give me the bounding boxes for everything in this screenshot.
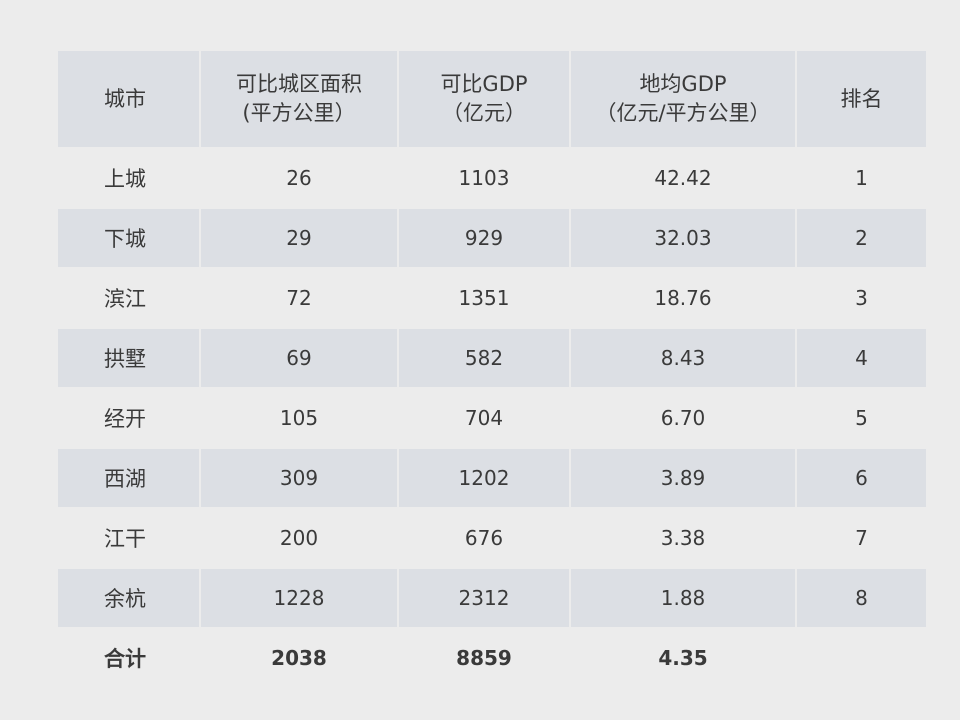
gdp-density-table: 城市 可比城区面积 (平方公里） 可比GDP （亿元） 地均GDP （亿元/平方…: [58, 51, 926, 687]
total-area: 2038: [201, 627, 399, 687]
density-cell: 42.42: [571, 147, 797, 207]
header-density: 地均GDP （亿元/平方公里）: [571, 51, 797, 147]
rank-cell: 1: [797, 147, 926, 207]
total-rank: [797, 627, 926, 687]
density-cell: 3.89: [571, 447, 797, 507]
rank-cell: 2: [797, 207, 926, 267]
gdp-cell: 1202: [399, 447, 571, 507]
header-gdp: 可比GDP （亿元）: [399, 51, 571, 147]
density-cell: 6.70: [571, 387, 797, 447]
table-row: 经开 105 704 6.70 5: [58, 387, 926, 447]
header-rank: 排名: [797, 51, 926, 147]
area-cell: 26: [201, 147, 399, 207]
table-body: 上城 26 1103 42.42 1 下城 29 929 32.03 2 滨江 …: [58, 147, 926, 687]
density-cell: 18.76: [571, 267, 797, 327]
table-row: 下城 29 929 32.03 2: [58, 207, 926, 267]
area-cell: 69: [201, 327, 399, 387]
city-cell: 下城: [58, 207, 201, 267]
total-density: 4.35: [571, 627, 797, 687]
area-cell: 1228: [201, 567, 399, 627]
gdp-cell: 676: [399, 507, 571, 567]
rank-cell: 4: [797, 327, 926, 387]
gdp-cell: 1351: [399, 267, 571, 327]
header-gdp-label: 可比GDP: [440, 72, 528, 96]
gdp-cell: 582: [399, 327, 571, 387]
density-cell: 1.88: [571, 567, 797, 627]
gdp-cell: 929: [399, 207, 571, 267]
header-rank-label: 排名: [840, 86, 883, 111]
area-cell: 72: [201, 267, 399, 327]
gdp-cell: 1103: [399, 147, 571, 207]
table-row: 滨江 72 1351 18.76 3: [58, 267, 926, 327]
area-cell: 309: [201, 447, 399, 507]
total-label: 合计: [58, 627, 201, 687]
area-cell: 29: [201, 207, 399, 267]
total-row: 合计 2038 8859 4.35: [58, 627, 926, 687]
city-cell: 江干: [58, 507, 201, 567]
area-cell: 105: [201, 387, 399, 447]
city-cell: 余杭: [58, 567, 201, 627]
table-row: 西湖 309 1202 3.89 6: [58, 447, 926, 507]
rank-cell: 8: [797, 567, 926, 627]
city-cell: 西湖: [58, 447, 201, 507]
city-cell: 拱墅: [58, 327, 201, 387]
header-city: 城市: [58, 51, 201, 147]
density-cell: 8.43: [571, 327, 797, 387]
total-gdp: 8859: [399, 627, 571, 687]
city-cell: 滨江: [58, 267, 201, 327]
area-cell: 200: [201, 507, 399, 567]
rank-cell: 5: [797, 387, 926, 447]
header-city-label: 城市: [104, 86, 146, 111]
header-density-unit: （亿元/平方公里）: [595, 101, 771, 125]
header-gdp-unit: （亿元）: [442, 101, 526, 125]
rank-cell: 7: [797, 507, 926, 567]
table-row: 江干 200 676 3.38 7: [58, 507, 926, 567]
density-cell: 3.38: [571, 507, 797, 567]
gdp-cell: 2312: [399, 567, 571, 627]
header-density-label: 地均GDP: [639, 72, 727, 96]
table-header: 城市 可比城区面积 (平方公里） 可比GDP （亿元） 地均GDP （亿元/平方…: [58, 51, 926, 147]
table-row: 拱墅 69 582 8.43 4: [58, 327, 926, 387]
table-row: 上城 26 1103 42.42 1: [58, 147, 926, 207]
density-cell: 32.03: [571, 207, 797, 267]
header-area: 可比城区面积 (平方公里）: [201, 51, 399, 147]
table-row: 余杭 1228 2312 1.88 8: [58, 567, 926, 627]
header-area-label: 可比城区面积: [236, 72, 362, 96]
header-area-unit: (平方公里）: [242, 101, 356, 125]
city-cell: 经开: [58, 387, 201, 447]
rank-cell: 3: [797, 267, 926, 327]
gdp-cell: 704: [399, 387, 571, 447]
city-cell: 上城: [58, 147, 201, 207]
header-row: 城市 可比城区面积 (平方公里） 可比GDP （亿元） 地均GDP （亿元/平方…: [58, 51, 926, 147]
rank-cell: 6: [797, 447, 926, 507]
